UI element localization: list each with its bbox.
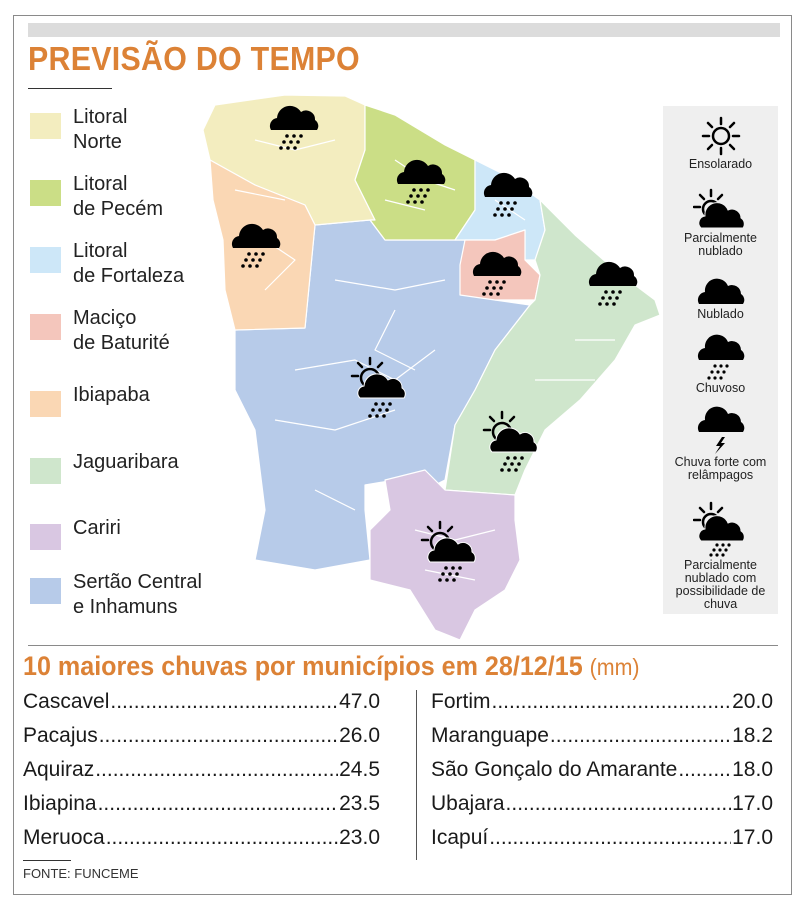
key-item-parcialmente-nublado: Parcialmente nublado	[663, 188, 778, 258]
thunderstorm-icon	[697, 406, 744, 454]
dot-leader	[99, 724, 338, 748]
source-divider	[23, 860, 71, 861]
legend-item-litoral-de-fortaleza: Litoral de Fortaleza	[30, 239, 230, 289]
key-label: Nublado	[697, 307, 744, 321]
key-item-parcialmente-nublado-chuva: Parcialmente nublado com possibilidade d…	[663, 501, 778, 611]
legend-swatch	[30, 458, 61, 484]
municipality-name: Maranguape	[431, 724, 549, 747]
municipality-name: São Gonçalo do Amarante	[431, 758, 678, 781]
ceara-map	[195, 90, 665, 650]
municipality-name: Aquiraz	[23, 758, 95, 781]
legend-label: Jaguaribara	[73, 451, 179, 473]
legend-item-jaguaribara: Jaguaribara	[30, 450, 230, 484]
rainfall-row: Ibiapina 23.5	[23, 792, 380, 826]
legend-label: Litoral Norte	[73, 106, 128, 153]
legend-swatch	[30, 314, 61, 340]
dot-leader	[98, 792, 339, 816]
rainfall-value: 23.5	[339, 792, 380, 815]
key-label: Parcialmente nublado	[684, 231, 757, 258]
rainfall-value: 17.0	[732, 826, 773, 849]
top-bar	[28, 23, 780, 37]
legend-item-litoral-de-pecem: Litoral de Pecém	[30, 172, 230, 222]
legend-swatch	[30, 524, 61, 550]
municipality-name: Fortim	[431, 690, 491, 713]
dot-leader	[489, 826, 731, 850]
rainfall-row: Cascavel 47.0	[23, 690, 380, 724]
rainfall-value: 24.5	[339, 758, 380, 781]
partly-cloudy-rain-icon	[692, 501, 745, 557]
dot-leader	[106, 826, 338, 850]
municipality-name: Meruoca	[23, 826, 105, 849]
rainfall-row: Ubajara 17.0	[431, 792, 773, 826]
rainfall-value: 26.0	[339, 724, 380, 747]
cloud-icon	[697, 278, 744, 304]
legend-label: Maciço de Baturité	[73, 307, 170, 354]
municipality-name: Ubajara	[431, 792, 505, 815]
section-divider	[28, 645, 778, 646]
legend-item-ibiapaba: Ibiapaba	[30, 383, 230, 417]
legend-item-sertao-central: Sertão Central e Inhamuns	[30, 570, 230, 620]
municipality-name: Icapuí	[431, 826, 489, 849]
weather-icon-key: Ensolarado Parcialmente nublado Nublado …	[663, 106, 778, 614]
key-label: Ensolarado	[688, 157, 753, 171]
sun-icon	[701, 116, 740, 156]
key-item-nublado: Nublado	[663, 276, 778, 321]
rainfall-row: Aquiraz 24.5	[23, 758, 380, 792]
legend-item-cariri: Cariri	[30, 516, 230, 550]
rainfall-value: 17.0	[732, 792, 773, 815]
key-label: Chuvoso	[695, 381, 746, 395]
rainfall-unit: (mm)	[589, 654, 640, 680]
rainfall-value: 18.2	[732, 724, 773, 747]
legend-label: Litoral de Fortaleza	[73, 240, 185, 287]
legend-label: Litoral de Pecém	[73, 173, 164, 220]
rainfall-row: Fortim 20.0	[431, 690, 773, 724]
legend-label: Cariri	[73, 517, 121, 539]
source-credit: FONTE: FUNCEME	[23, 866, 139, 881]
rainfall-title: 10 maiores chuvas por municípios em 28/1…	[23, 651, 640, 682]
key-item-ensolarado: Ensolarado	[663, 116, 778, 171]
dot-leader	[492, 690, 732, 714]
rainfall-row: Icapuí 17.0	[431, 826, 773, 860]
page-title: PREVISÃO DO TEMPO	[28, 40, 360, 77]
title-divider	[28, 88, 112, 89]
legend-swatch	[30, 247, 61, 273]
dot-leader	[506, 792, 732, 816]
rain-icon	[697, 334, 744, 380]
rainfall-row: Pacajus 26.0	[23, 724, 380, 758]
key-item-chuva-forte: Chuva forte com relâmpagos	[663, 406, 778, 482]
municipality-name: Pacajus	[23, 724, 98, 747]
rainfall-row: Maranguape 18.2	[431, 724, 773, 758]
rainfall-list-left: Cascavel 47.0 Pacajus 26.0 Aquiraz 24.5 …	[23, 690, 380, 860]
municipality-name: Cascavel	[23, 690, 110, 713]
legend-swatch	[30, 578, 61, 604]
legend-swatch	[30, 113, 61, 139]
legend-label: Ibiapaba	[73, 384, 150, 406]
legend-swatch	[30, 180, 61, 206]
rainfall-value: 47.0	[339, 690, 380, 713]
key-label: Chuva forte com relâmpagos	[674, 455, 767, 482]
rainfall-row: Meruoca 23.0	[23, 826, 380, 860]
legend-item-litoral-norte: Litoral Norte	[30, 105, 230, 155]
dot-leader	[110, 690, 338, 714]
rainfall-value: 18.0	[732, 758, 773, 781]
rainfall-value: 23.0	[339, 826, 380, 849]
dot-leader	[678, 758, 731, 782]
rainfall-title-text: 10 maiores chuvas por municípios em 28/1…	[23, 651, 583, 681]
partly-cloudy-icon	[692, 188, 745, 229]
municipality-name: Ibiapina	[23, 792, 97, 815]
dot-leader	[550, 724, 731, 748]
key-item-chuvoso: Chuvoso	[663, 334, 778, 395]
rainfall-list-right: Fortim 20.0 Maranguape 18.2 São Gonçalo …	[416, 690, 773, 860]
rainfall-value: 20.0	[732, 690, 773, 713]
legend-swatch	[30, 391, 61, 417]
key-label: Parcialmente nublado com possibilidade d…	[675, 558, 766, 611]
legend-label: Sertão Central e Inhamuns	[73, 571, 202, 618]
legend-item-macico-de-baturite: Maciço de Baturité	[30, 306, 230, 356]
rainfall-row: São Gonçalo do Amarante 18.0	[431, 758, 773, 792]
dot-leader	[95, 758, 338, 782]
